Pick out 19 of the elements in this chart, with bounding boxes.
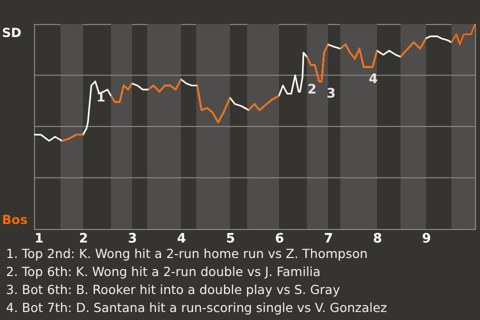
x-tick-label: 2 (78, 232, 88, 246)
text: 4. Bot 7th: D. Santana hit a run-scoring single vs V. Gonzalez (6, 299, 387, 317)
annotation: 3 (326, 86, 336, 102)
annotation: 2 (308, 82, 317, 98)
annotation: 4 (368, 72, 378, 88)
text: SD (2, 25, 22, 40)
x-tick-label: 7 (324, 232, 334, 246)
x-tick-label: 1 (34, 232, 44, 246)
text: 2. Top 6th: K. Wong hit a 2-run double vs J. Familia (6, 263, 322, 281)
x-tick-label: 4 (176, 232, 186, 246)
x-tick-label: 8 (372, 232, 382, 246)
x-tick-label: 3 (128, 232, 138, 246)
x-tick-label: 5 (226, 232, 236, 246)
text: 3. Bot 6th: B. Rooker hit into a double play vs S. Gray (6, 281, 341, 299)
x-tick-label: 9 (422, 232, 432, 246)
text: 1. Top 2nd: K. Wong hit a 2-run home run vs Z. Thompson (6, 245, 369, 263)
annotation: 1 (96, 90, 106, 106)
text: Bos (2, 212, 28, 227)
x-tick-label: 6 (274, 232, 284, 246)
